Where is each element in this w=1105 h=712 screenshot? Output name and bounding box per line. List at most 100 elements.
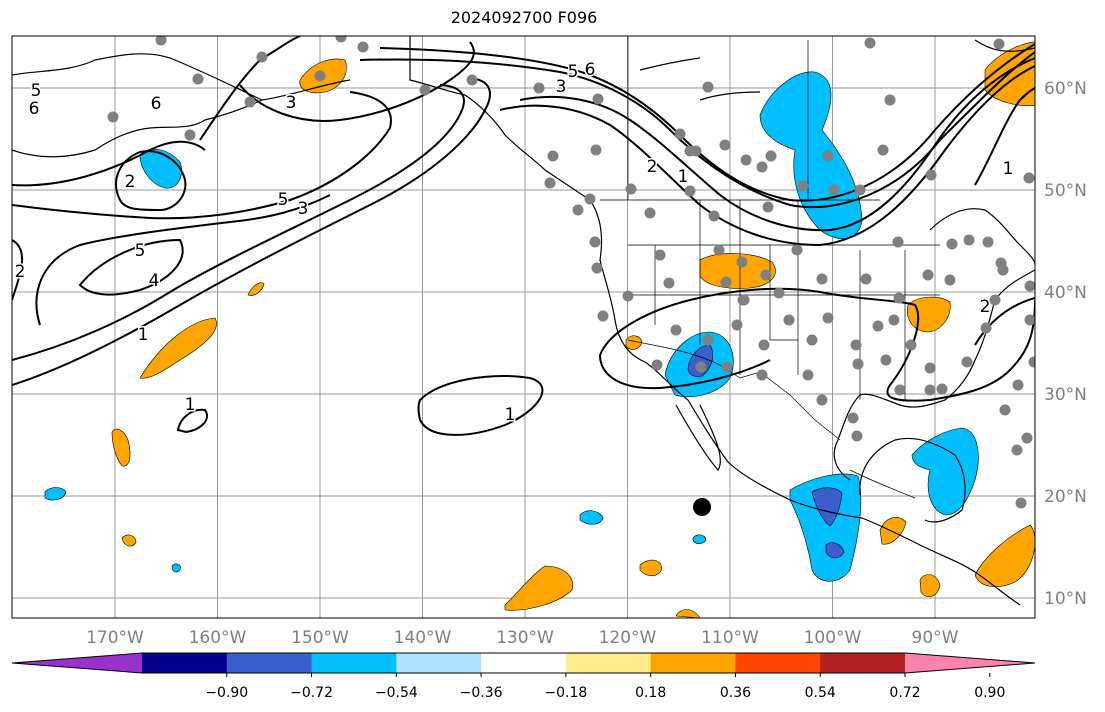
colorbar-label: 0.36 <box>720 685 751 701</box>
station-dot <box>740 154 752 166</box>
contour-label: 3 <box>556 77 567 97</box>
station-dot <box>860 273 872 285</box>
colorbar-label: 0.90 <box>974 685 1005 701</box>
contour-label: 3 <box>286 93 297 113</box>
station-dot <box>893 292 905 304</box>
map-frame <box>11 35 1036 619</box>
colorbar-segment <box>565 653 652 673</box>
longitude-label: 90°W <box>912 628 959 648</box>
station-dot <box>1023 172 1035 184</box>
station-dot <box>1012 379 1024 391</box>
colorbar-label: −0.36 <box>460 685 503 701</box>
station-dot <box>961 356 973 368</box>
station-dot <box>822 150 834 162</box>
colorbar-segment <box>226 653 313 673</box>
station-dot <box>244 96 256 108</box>
station-dot <box>982 236 994 248</box>
latitude-label: 40°N <box>1044 283 1087 303</box>
station-dot <box>547 150 559 162</box>
contour-label: 4 <box>149 271 160 291</box>
contour-label: 2 <box>125 172 136 192</box>
station-dot <box>922 269 934 281</box>
station-dot <box>999 404 1011 416</box>
station-dot <box>419 84 431 96</box>
longitude-label: 110°W <box>701 628 759 648</box>
longitude-label: 140°W <box>394 628 452 648</box>
station-dot <box>905 339 917 351</box>
latitude-label: 60°N <box>1044 79 1087 99</box>
station-dot <box>762 201 774 213</box>
station-dot <box>760 269 772 281</box>
station-dot <box>756 369 768 381</box>
station-dot <box>822 312 834 324</box>
station-dot <box>584 193 596 205</box>
station-dot <box>590 144 602 156</box>
station-dot <box>663 277 675 289</box>
station-dot <box>773 287 785 299</box>
station-dot <box>155 36 167 46</box>
contour-label: 2 <box>980 297 991 317</box>
colorbar-label: −0.54 <box>375 685 418 701</box>
longitude-label: 160°W <box>189 628 247 648</box>
latitude-label: 50°N <box>1044 181 1087 201</box>
station-dot <box>850 339 862 351</box>
station-dot <box>924 384 936 396</box>
contour-label: 6 <box>585 60 596 80</box>
contour-label: 6 <box>29 99 40 119</box>
station-dot <box>944 274 956 286</box>
latitude-label: 20°N <box>1044 487 1087 507</box>
map-background <box>12 36 1035 618</box>
station-dot <box>702 334 714 346</box>
station-dot <box>989 294 1001 306</box>
station-dot <box>107 111 119 123</box>
colorbar-label: −0.18 <box>544 685 587 701</box>
colorbar-label: 0.54 <box>805 685 836 701</box>
station-dot <box>736 256 748 268</box>
station-dot <box>1015 497 1027 509</box>
colorbar <box>11 652 1036 677</box>
station-dot <box>877 144 889 156</box>
station-dot <box>783 314 795 326</box>
colorbar-label: −0.90 <box>205 685 248 701</box>
station-dot <box>572 204 584 216</box>
station-dot <box>1011 444 1023 456</box>
station-dot <box>963 234 975 246</box>
station-dot <box>806 334 818 346</box>
station-dot <box>888 314 900 326</box>
borders <box>410 36 940 499</box>
latitude-label: 10°N <box>1044 589 1087 609</box>
colorbar-segment <box>650 653 736 673</box>
station-dot <box>592 93 604 105</box>
station-dot <box>719 139 731 151</box>
contour-label: 2 <box>15 262 26 282</box>
station-dot <box>684 185 696 197</box>
longitude-label: 170°W <box>86 628 144 648</box>
colorbar-labels: −0.90 −0.72 −0.54 −0.36 −0.18 0.18 0.36 0.54 0.7… <box>205 685 1005 701</box>
latitude-labels: 60°N 50°N 40°N 30°N 20°N 10°N <box>1044 79 1087 609</box>
station-markers <box>107 36 1035 509</box>
colorbar-segment <box>735 653 821 673</box>
colorbar-segment <box>142 653 228 673</box>
station-dot <box>654 249 666 261</box>
longitude-label: 150°W <box>291 628 349 648</box>
station-dot <box>721 361 733 373</box>
station-dot <box>854 184 866 196</box>
station-dot <box>622 290 634 302</box>
station-dot <box>533 82 545 94</box>
contour-label: 1 <box>1003 159 1014 179</box>
contour-label: 5 <box>135 241 146 261</box>
contour-label: 5 <box>278 190 289 210</box>
station-dot <box>816 273 828 285</box>
station-dot <box>702 81 714 93</box>
station-dot <box>946 238 958 250</box>
station-dot <box>625 183 637 195</box>
station-dot <box>872 320 884 332</box>
station-dot <box>791 244 803 256</box>
station-dot <box>847 412 859 424</box>
station-dot <box>466 74 478 86</box>
station-dot <box>644 207 656 219</box>
station-dot <box>738 294 750 306</box>
station-dot <box>892 236 904 248</box>
station-dot <box>802 369 814 381</box>
